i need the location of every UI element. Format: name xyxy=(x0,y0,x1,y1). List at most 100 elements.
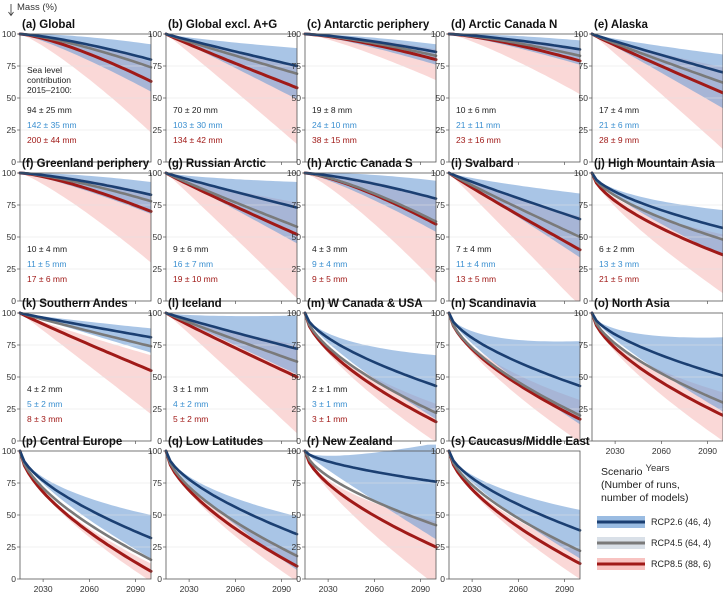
x-tick-label: 2090 xyxy=(411,584,430,594)
series-line-rcp45 xyxy=(447,171,582,239)
series-line-rcp85 xyxy=(164,32,299,90)
series-line-rcp45 xyxy=(447,449,582,553)
series-line-rcp26 xyxy=(18,32,153,61)
y-tick-label: 50 xyxy=(292,232,302,242)
series-line-rcp85 xyxy=(590,171,723,257)
y-tick-label: 0 xyxy=(296,296,301,306)
panel: (i) Svalbard 0 25 50 75 100 7 ± 4 mm 11 ± 4 mm 1… xyxy=(431,158,582,306)
y-tick-label: 100 xyxy=(574,308,588,318)
y-tick-label: 75 xyxy=(579,340,589,350)
series-line-rcp26 xyxy=(18,449,153,540)
sea-level-value: 103 ± 30 mm xyxy=(173,120,223,130)
panel: (l) Iceland 0 25 50 75 100 3 ± 1 mm 4 ± 2 mm 5 ±… xyxy=(148,298,299,446)
panel-title: (g) Russian Arctic xyxy=(168,158,267,170)
sea-level-value: 9 ± 5 mm xyxy=(312,274,347,284)
panel: (o) North Asia 0 25 50 75 100 2030 2060 2090 Year… xyxy=(574,298,723,474)
sea-level-value: 21 ± 5 mm xyxy=(599,274,639,284)
rcp26-uncertainty-band xyxy=(592,313,723,412)
y-tick-label: 0 xyxy=(583,157,588,167)
y-tick-label: 50 xyxy=(436,93,446,103)
y-tick-label: 100 xyxy=(2,446,16,456)
rcp26-uncertainty-band xyxy=(449,33,580,65)
x-axis-label: Years xyxy=(646,463,670,474)
panel-title: (b) Global excl. A+G xyxy=(168,19,277,31)
sea-level-value: 9 ± 6 mm xyxy=(173,244,208,254)
sea-level-value: 70 ± 20 mm xyxy=(173,105,218,115)
panel: (d) Arctic Canada N 0 25 50 75 100 10 ± 6 mm 21… xyxy=(431,19,582,167)
y-tick-label: 0 xyxy=(11,157,16,167)
rcp26-uncertainty-band xyxy=(592,34,723,109)
y-tick-label: 75 xyxy=(153,478,163,488)
y-tick-label: 100 xyxy=(431,29,445,39)
sea-level-value: 3 ± 1 mm xyxy=(312,399,347,409)
y-tick-label: 75 xyxy=(292,61,302,71)
rcp26-uncertainty-band xyxy=(166,313,297,375)
y-tick-label: 75 xyxy=(436,61,446,71)
sea-level-value: 16 ± 7 mm xyxy=(173,259,213,269)
legend-entry-label: RCP4.5 (64, 4) xyxy=(651,538,711,548)
y-tick-label: 75 xyxy=(7,61,17,71)
y-tick-label: 50 xyxy=(436,372,446,382)
series-line-rcp26 xyxy=(18,171,153,197)
y-tick-label: 25 xyxy=(7,125,17,135)
rcp85-uncertainty-band xyxy=(592,173,723,294)
series-line-rcp26 xyxy=(590,32,723,74)
panel-title: (h) Arctic Canada S xyxy=(307,158,413,170)
y-tick-label: 50 xyxy=(153,232,163,242)
rcp26-uncertainty-band xyxy=(449,313,580,425)
y-tick-label: 25 xyxy=(153,264,163,274)
panel-title: (j) High Mountain Asia xyxy=(594,158,716,170)
y-tick-label: 0 xyxy=(440,436,445,446)
y-tick-label: 25 xyxy=(7,542,17,552)
panel: (f) Greenland periphery 0 25 50 75 100 10 ± 4 … xyxy=(2,158,153,306)
y-tick-label: 25 xyxy=(292,125,302,135)
y-tick-label: 0 xyxy=(11,436,16,446)
y-tick-label: 75 xyxy=(436,200,446,210)
series-line-rcp26 xyxy=(303,171,438,200)
y-tick-label: 50 xyxy=(292,372,302,382)
sea-level-header: Sea level xyxy=(27,65,62,75)
series-line-rcp26 xyxy=(447,171,582,221)
y-tick-label: 0 xyxy=(157,157,162,167)
y-tick-label: 0 xyxy=(157,436,162,446)
rcp26-uncertainty-band xyxy=(305,313,436,420)
panel-grid: (a) Global 0 25 50 75 100 Sea levelcontributio… xyxy=(2,19,723,594)
rcp26-uncertainty-band xyxy=(166,173,297,244)
sea-level-value: 7 ± 4 mm xyxy=(456,244,491,254)
panel-title: (p) Central Europe xyxy=(22,436,122,448)
rcp26-uncertainty-band xyxy=(166,451,297,570)
series-line-rcp85 xyxy=(18,449,153,573)
series-line-rcp45 xyxy=(164,171,299,229)
y-tick-label: 100 xyxy=(148,29,162,39)
y-tick-label: 100 xyxy=(148,168,162,178)
rcp85-uncertainty-band xyxy=(20,313,151,415)
series-line-rcp85 xyxy=(164,449,299,568)
rcp26-uncertainty-band xyxy=(449,451,580,559)
series-line-rcp45 xyxy=(18,311,153,348)
series-line-rcp85 xyxy=(18,311,153,373)
legend-title: number of models) xyxy=(601,492,689,504)
sea-level-value: 10 ± 4 mm xyxy=(27,244,67,254)
panel: (g) Russian Arctic 0 25 50 75 100 9 ± 6 mm 16 ±… xyxy=(148,158,299,306)
panel: (h) Arctic Canada S 0 25 50 75 100 4 ± 3 mm 9 ±… xyxy=(287,158,438,306)
sea-level-value: 38 ± 15 mm xyxy=(312,135,357,145)
y-tick-label: 0 xyxy=(296,436,301,446)
y-tick-label: 25 xyxy=(153,404,163,414)
series-line-rcp85 xyxy=(447,171,582,252)
y-tick-label: 100 xyxy=(431,446,445,456)
sea-level-value: 21 ± 6 mm xyxy=(599,120,639,130)
y-tick-label: 50 xyxy=(7,372,17,382)
series-line-rcp85 xyxy=(447,449,582,566)
y-axis-label: Mass (%) xyxy=(17,2,57,13)
y-tick-label: 75 xyxy=(292,200,302,210)
y-tick-label: 25 xyxy=(436,264,446,274)
y-tick-label: 50 xyxy=(153,510,163,520)
y-tick-label: 25 xyxy=(292,264,302,274)
sea-level-value: 9 ± 4 mm xyxy=(312,259,347,269)
panel: (a) Global 0 25 50 75 100 Sea levelcontributio… xyxy=(2,19,153,167)
rcp26-uncertainty-band xyxy=(305,444,436,540)
y-tick-label: 75 xyxy=(579,61,589,71)
x-tick-label: 2060 xyxy=(365,584,384,594)
panel-title: (k) Southern Andes xyxy=(22,298,128,310)
